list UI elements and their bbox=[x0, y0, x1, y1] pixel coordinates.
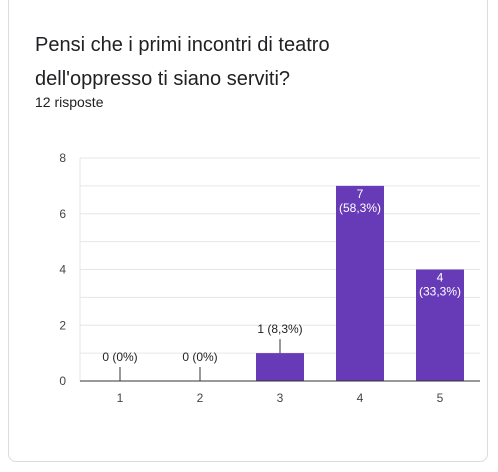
y-tick-label: 6 bbox=[59, 207, 66, 221]
bar-data-label: 4 bbox=[437, 271, 444, 285]
bar-data-label: (58,3%) bbox=[339, 201, 381, 215]
question-title: Pensi che i primi incontri di teatro del… bbox=[35, 28, 435, 96]
question-title-line-1: Pensi che i primi incontri di teatro bbox=[35, 34, 330, 56]
y-tick-label: 0 bbox=[59, 374, 66, 388]
question-title-line-2: dell'oppresso ti siano serviti? bbox=[35, 68, 291, 90]
response-count: 12 risposte bbox=[35, 94, 104, 110]
y-tick-label: 2 bbox=[59, 318, 66, 332]
y-tick-label: 8 bbox=[59, 151, 66, 165]
x-tick-label: 3 bbox=[277, 391, 284, 405]
bar-data-label: 7 bbox=[357, 187, 364, 201]
x-tick-label: 5 bbox=[437, 391, 444, 405]
question-card: Pensi che i primi incontri di teatro del… bbox=[8, 0, 488, 462]
bar-data-label: 1 (8,3%) bbox=[257, 322, 302, 336]
y-tick-label: 4 bbox=[59, 263, 66, 277]
x-tick-label: 4 bbox=[357, 391, 364, 405]
x-tick-label: 2 bbox=[197, 391, 204, 405]
x-tick-label: 1 bbox=[117, 391, 124, 405]
bar bbox=[336, 185, 384, 381]
bar-data-label: 0 (0%) bbox=[182, 350, 217, 364]
bar bbox=[256, 353, 304, 381]
bar bbox=[416, 269, 464, 381]
bar-data-label: 0 (0%) bbox=[102, 350, 137, 364]
bar-data-label: (33,3%) bbox=[419, 285, 461, 299]
